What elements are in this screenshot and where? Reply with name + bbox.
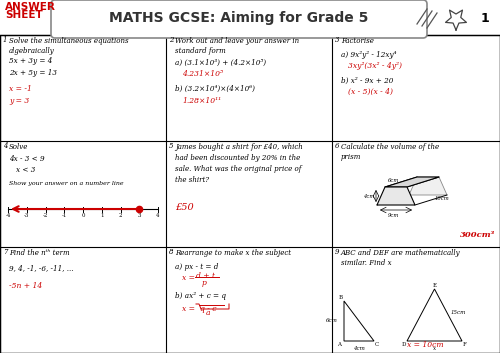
Text: Work out and leave your answer in
standard form: Work out and leave your answer in standa… [175,37,299,55]
Text: -2: -2 [43,213,48,218]
Text: 15cm: 15cm [450,311,466,316]
Text: a) px - t = d: a) px - t = d [175,263,218,271]
Bar [0,0,500,35]
Text: 8: 8 [169,248,173,256]
Text: 9cm: 9cm [388,213,400,218]
Text: d + t: d + t [196,272,215,280]
Text: ABC and DEF are mathematically
similar. Find x: ABC and DEF are mathematically similar. … [341,249,460,268]
Text: q - c: q - c [200,305,216,313]
Text: ANSWER: ANSWER [5,2,56,12]
Text: b) ax² + c = q: b) ax² + c = q [175,292,226,300]
Text: y = 3: y = 3 [9,97,29,105]
Text: -4: -4 [6,213,10,218]
Text: 4cm: 4cm [353,346,365,351]
Text: Show your answer on a number line: Show your answer on a number line [9,181,124,186]
Text: 2: 2 [169,36,173,44]
Text: 300cm³: 300cm³ [460,231,495,239]
Text: F: F [463,342,467,347]
Text: 5x + 3y = 4: 5x + 3y = 4 [9,57,52,65]
Text: 5: 5 [169,142,173,150]
Text: a: a [206,309,210,317]
Text: 3xy²(3x² - 4y²): 3xy²(3x² - 4y²) [348,62,402,70]
Text: 9: 9 [335,248,340,256]
Text: 1.28×10¹¹: 1.28×10¹¹ [182,97,221,105]
Text: b) (3.2×10⁴)×(4×10⁶): b) (3.2×10⁴)×(4×10⁶) [175,85,255,93]
Text: 4.231×10⁵: 4.231×10⁵ [182,70,223,78]
Text: 3: 3 [335,36,340,44]
Text: p: p [202,279,206,287]
Text: 7: 7 [3,248,8,256]
Text: -1: -1 [62,213,67,218]
Polygon shape [377,187,415,205]
Text: 3: 3 [138,213,141,218]
Text: x =: x = [182,274,195,282]
Text: B: B [339,295,343,300]
Text: D: D [402,342,406,347]
Text: (x - 5)(x - 4): (x - 5)(x - 4) [348,88,393,96]
Text: Solve: Solve [9,143,29,151]
Text: 4: 4 [156,213,160,218]
Text: 6: 6 [335,142,340,150]
Text: 6cm: 6cm [326,318,338,323]
Text: A: A [337,342,341,347]
Polygon shape [409,177,447,195]
Text: 4cm: 4cm [362,193,374,198]
Text: 4: 4 [3,142,8,150]
Text: -3: -3 [24,213,30,218]
FancyBboxPatch shape [51,0,427,38]
Text: -5n + 14: -5n + 14 [9,282,42,290]
Text: Solve the simultaneous equations
algebraically: Solve the simultaneous equations algebra… [9,37,128,55]
Text: x =: x = [182,305,195,313]
Text: 1: 1 [480,12,490,25]
Text: 1: 1 [3,36,8,44]
Text: 4x - 3 < 9: 4x - 3 < 9 [9,155,44,163]
Text: E: E [432,283,436,288]
Text: 2x + 5y = 13: 2x + 5y = 13 [9,69,57,77]
Polygon shape [385,177,439,187]
Circle shape [474,8,496,30]
Text: x = -1: x = -1 [9,85,32,93]
Text: 10cm: 10cm [435,196,450,201]
Text: SHEET: SHEET [5,10,43,20]
Text: 0: 0 [81,213,85,218]
Text: x < 3: x < 3 [16,166,36,174]
Text: 9, 4, -1, -6, -11, ...: 9, 4, -1, -6, -11, ... [9,264,74,272]
Text: 6cm: 6cm [388,178,400,183]
Text: 2: 2 [119,213,122,218]
Text: C: C [375,342,379,347]
Polygon shape [446,10,466,30]
Text: x = 10cm: x = 10cm [407,341,444,349]
Text: MATHS GCSE: Aiming for Grade 5: MATHS GCSE: Aiming for Grade 5 [110,11,368,25]
Text: Factorise: Factorise [341,37,374,45]
Text: a) 9x²y² - 12xy⁴: a) 9x²y² - 12xy⁴ [341,51,396,59]
Text: James bought a shirt for £40, which
had been discounted by 20% in the
sale. What: James bought a shirt for £40, which had … [175,143,303,184]
Text: £50: £50 [175,203,194,212]
Text: Find the nᵗʰ term: Find the nᵗʰ term [9,249,70,257]
Text: Rearrange to make x the subject: Rearrange to make x the subject [175,249,291,257]
Text: Calculate the volume of the
prism: Calculate the volume of the prism [341,143,439,161]
Text: b) x² - 9x + 20: b) x² - 9x + 20 [341,77,394,85]
Text: x: x [433,346,436,351]
Text: a) (3.1×10³) + (4.2×10⁵): a) (3.1×10³) + (4.2×10⁵) [175,59,266,67]
Text: 1: 1 [100,213,103,218]
